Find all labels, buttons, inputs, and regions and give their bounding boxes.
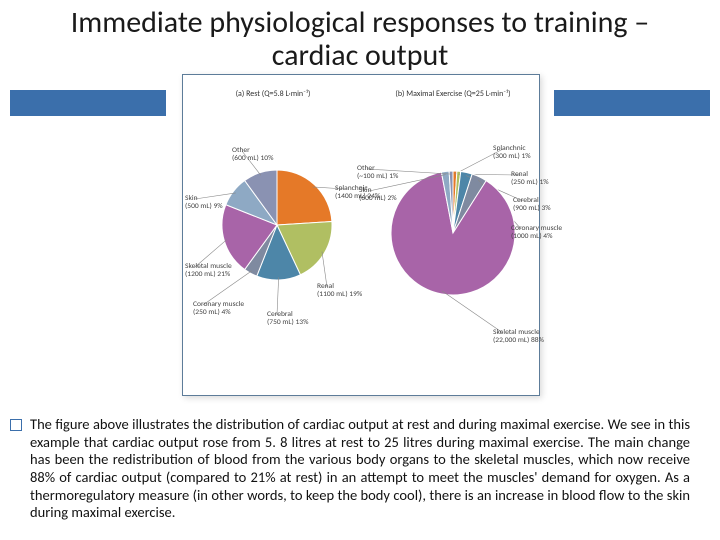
slice-label-skeletal: Skeletal muscle(22,000 mL) 88%: [493, 329, 544, 346]
bullet-icon: [10, 419, 22, 431]
slice-label-coronary: Coronary muscle(1000 mL) 4%: [511, 225, 562, 242]
accent-bar-left: [10, 90, 166, 116]
slide-title: Immediate physiological responses to tra…: [36, 6, 684, 72]
slice-label-other: Other(600 mL) 10%: [232, 147, 273, 164]
slice-label-splanchnic: Splanchnic(300 mL) 1%: [493, 145, 531, 162]
slice-label-skin: Skin(500 mL) 9%: [185, 195, 223, 212]
slide: Immediate physiological responses to tra…: [0, 0, 720, 540]
slice-label-skeletal: Skeletal muscle(1200 mL) 21%: [185, 263, 232, 280]
pie-slice-splanchnic: [277, 170, 332, 225]
slice-label-skin: Skin(600 mL) 2%: [359, 187, 397, 204]
leader-line: [442, 291, 503, 333]
body-paragraph: The figure above illustrates the distrib…: [30, 416, 690, 522]
pie-chart-maximal: Splanchnic(300 mL) 1%Renal(250 mL) 1%Cer…: [363, 115, 543, 355]
slice-label-renal: Renal(250 mL) 1%: [511, 171, 549, 188]
slice-label-coronary: Coronary muscle(250 mL) 4%: [193, 301, 244, 318]
pie-chart-rest: Splanchnic(1400 mL) 24%Renal(1100 mL) 19…: [187, 115, 367, 335]
body-text-content: The figure above illustrates the distrib…: [30, 415, 690, 521]
chart-b-title: (b) Maximal Exercise (Q=25 L·min⁻¹): [373, 89, 533, 99]
figure-panel: (a) Rest (Q=5.8 L·min⁻¹) (b) Maximal Exe…: [182, 74, 540, 396]
accent-bar-right: [554, 90, 710, 116]
slice-label-other: Other(~100 mL) 1%: [357, 165, 398, 182]
slice-label-cerebral: Cerebral(750 mL) 13%: [267, 311, 308, 328]
chart-a-title: (a) Rest (Q=5.8 L·min⁻¹): [193, 89, 353, 99]
slice-label-cerebral: Cerebral(900 mL) 3%: [513, 197, 551, 214]
slice-label-renal: Renal(1100 mL) 19%: [317, 283, 362, 300]
